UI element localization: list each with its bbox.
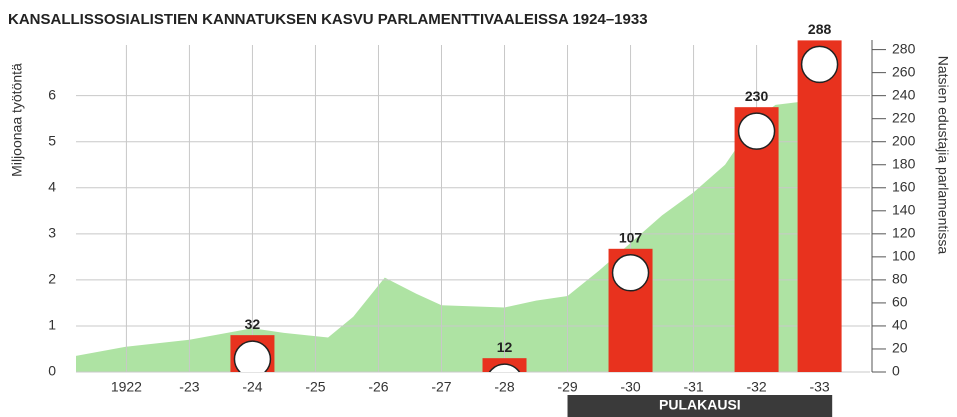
y2-tick-label: 280 — [892, 40, 916, 56]
y2-tick-label: 20 — [892, 340, 908, 356]
y2-tick-label: 0 — [892, 363, 900, 379]
y-tick-label: 1 — [48, 317, 56, 333]
x-tick-label: -32 — [746, 379, 766, 395]
y2-tick-label: 120 — [892, 225, 916, 241]
bar-emblem — [737, 112, 776, 150]
bar-emblem — [488, 363, 521, 373]
y-tick-label: 5 — [48, 132, 56, 148]
bar-emblem — [800, 45, 839, 84]
y-tick-label: 2 — [48, 271, 56, 287]
y2-tick-label: 100 — [892, 248, 916, 264]
y-tick-label: 0 — [48, 363, 56, 379]
value-label: 32 — [245, 316, 261, 332]
y-tick-label: 3 — [48, 225, 56, 241]
y2-tick-label: 80 — [892, 271, 908, 287]
value-label: 107 — [619, 230, 643, 246]
bar — [797, 40, 842, 372]
y2-tick-label: 220 — [892, 109, 916, 125]
y-tick-label: 4 — [48, 178, 56, 194]
x-tick-label: -27 — [431, 379, 451, 395]
y2-tick-label: 60 — [892, 294, 908, 310]
chart-title: KANSALLISSOSIALISTIEN KANNATUKSEN KASVU … — [8, 11, 648, 28]
x-tick-label: -26 — [368, 379, 388, 395]
x-tick-label: -23 — [179, 379, 199, 395]
y2-tick-label: 200 — [892, 132, 916, 148]
period-label: PULAKAUSI — [659, 397, 741, 413]
x-tick-label: -30 — [620, 379, 640, 395]
x-tick-label: -24 — [242, 379, 262, 395]
x-tick-label: -29 — [557, 379, 577, 395]
y2-tick-label: 260 — [892, 63, 916, 79]
y2-axis-label: Natsien edustajia parlamentissa — [935, 56, 951, 255]
unemployment-area — [76, 100, 814, 372]
y-axis-label: Miljoonaa työtöntä — [9, 63, 25, 177]
y2-tick-label: 160 — [892, 178, 916, 194]
value-label: 12 — [497, 339, 513, 355]
value-label: 288 — [808, 21, 832, 37]
x-tick-label: -33 — [809, 379, 829, 395]
y2-tick-label: 40 — [892, 317, 908, 333]
x-tick-label: -25 — [305, 379, 325, 395]
x-tick-label: 1922 — [111, 379, 142, 395]
x-tick-label: -28 — [494, 379, 514, 395]
y2-tick-label: 180 — [892, 155, 916, 171]
period-band — [567, 395, 833, 417]
value-label: 230 — [745, 88, 769, 104]
y2-tick-label: 140 — [892, 202, 916, 218]
bar — [734, 107, 779, 372]
x-tick-label: -31 — [683, 379, 703, 395]
bar-emblem — [611, 254, 650, 292]
bar-emblem — [233, 340, 272, 373]
y2-tick-label: 240 — [892, 86, 916, 102]
y-tick-label: 6 — [48, 86, 56, 102]
